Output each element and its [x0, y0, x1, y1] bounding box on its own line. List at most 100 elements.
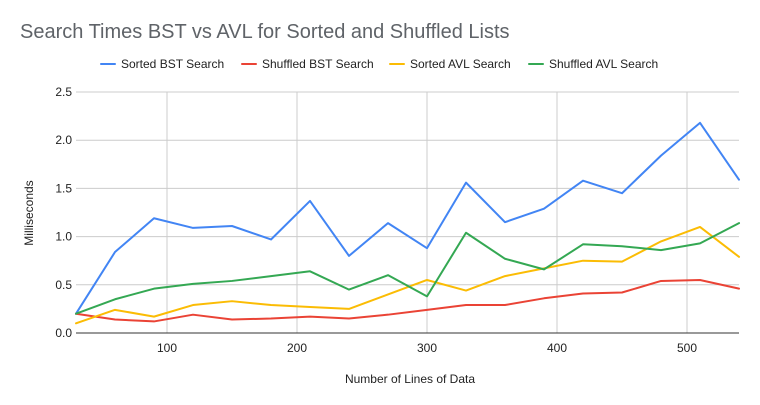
data-point-shuffled-bst[interactable]: [307, 314, 313, 320]
data-point-shuffled-avl[interactable]: [502, 256, 508, 262]
data-point-sorted-avl[interactable]: [424, 277, 430, 283]
data-point-sorted-avl[interactable]: [346, 306, 352, 312]
data-point-sorted-avl[interactable]: [385, 291, 391, 297]
data-point-shuffled-avl[interactable]: [268, 273, 274, 279]
y-tick-label: 2.0: [55, 133, 72, 147]
x-grid: [166, 92, 688, 333]
data-point-shuffled-avl[interactable]: [541, 266, 547, 272]
data-point-shuffled-bst[interactable]: [697, 277, 703, 283]
data-point-sorted-bst[interactable]: [541, 206, 547, 212]
data-point-shuffled-avl[interactable]: [580, 241, 586, 247]
chart-title: Search Times BST vs AVL for Sorted and S…: [20, 21, 510, 43]
data-point-sorted-bst[interactable]: [697, 120, 703, 126]
data-point-sorted-avl[interactable]: [151, 314, 157, 320]
data-point-sorted-avl[interactable]: [268, 302, 274, 308]
data-point-shuffled-avl[interactable]: [346, 287, 352, 293]
legend: Sorted BST Search Shuffled BST Search So…: [100, 57, 658, 71]
data-point-sorted-bst[interactable]: [580, 178, 586, 184]
data-point-sorted-bst[interactable]: [619, 190, 625, 196]
x-tick-label: 400: [547, 341, 567, 355]
series-lines: [73, 120, 742, 326]
y-tick-label: 1.0: [55, 230, 72, 244]
data-point-shuffled-bst[interactable]: [268, 316, 274, 322]
y-tick-label: 0.0: [55, 326, 72, 340]
data-point-shuffled-bst[interactable]: [463, 302, 469, 308]
data-point-shuffled-bst[interactable]: [580, 290, 586, 296]
data-point-sorted-bst[interactable]: [307, 198, 313, 204]
data-point-shuffled-avl[interactable]: [151, 286, 157, 292]
data-point-sorted-bst[interactable]: [190, 225, 196, 231]
legend-item-shuffled-bst[interactable]: Shuffled BST Search: [241, 57, 374, 71]
data-point-sorted-bst[interactable]: [658, 153, 664, 159]
data-point-shuffled-avl[interactable]: [229, 278, 235, 284]
data-point-sorted-avl[interactable]: [697, 224, 703, 230]
data-point-sorted-bst[interactable]: [502, 219, 508, 225]
data-point-shuffled-bst[interactable]: [658, 278, 664, 284]
data-point-shuffled-bst[interactable]: [112, 317, 118, 323]
x-tick-label: 500: [677, 341, 697, 355]
data-point-shuffled-bst[interactable]: [424, 307, 430, 313]
data-point-sorted-bst[interactable]: [385, 220, 391, 226]
data-point-shuffled-bst[interactable]: [541, 295, 547, 301]
data-point-shuffled-bst[interactable]: [385, 312, 391, 318]
legend-label-shuffled-bst: Shuffled BST Search: [262, 57, 374, 71]
data-point-sorted-bst[interactable]: [736, 177, 742, 183]
data-point-shuffled-avl[interactable]: [658, 247, 664, 253]
data-point-sorted-avl[interactable]: [736, 254, 742, 260]
x-tick-label: 200: [287, 341, 307, 355]
data-point-sorted-avl[interactable]: [619, 259, 625, 265]
data-point-sorted-bst[interactable]: [463, 180, 469, 186]
x-tick-label: 300: [417, 341, 437, 355]
x-axis-title: Number of Lines of Data: [345, 372, 475, 386]
data-point-sorted-bst[interactable]: [268, 236, 274, 242]
series-line-shuffled-avl: [75, 222, 740, 315]
legend-label-sorted-bst: Sorted BST Search: [121, 57, 224, 71]
data-point-shuffled-bst[interactable]: [736, 286, 742, 292]
data-point-sorted-bst[interactable]: [424, 245, 430, 251]
data-point-shuffled-bst[interactable]: [229, 317, 235, 323]
data-point-shuffled-bst[interactable]: [346, 316, 352, 322]
y-tick-label: 1.5: [55, 181, 72, 195]
data-point-shuffled-bst[interactable]: [502, 302, 508, 308]
data-point-sorted-avl[interactable]: [658, 238, 664, 244]
data-point-sorted-avl[interactable]: [73, 320, 79, 326]
data-point-shuffled-avl[interactable]: [463, 230, 469, 236]
data-point-sorted-avl[interactable]: [190, 302, 196, 308]
y-tick-labels: 0.0 0.5 1.0 1.5 2.0 2.5: [55, 85, 72, 340]
data-point-shuffled-avl[interactable]: [619, 243, 625, 249]
data-point-sorted-avl[interactable]: [112, 307, 118, 313]
data-point-shuffled-avl[interactable]: [424, 293, 430, 299]
data-point-sorted-bst[interactable]: [112, 249, 118, 255]
data-point-sorted-bst[interactable]: [229, 223, 235, 229]
legend-item-sorted-bst[interactable]: Sorted BST Search: [100, 57, 224, 71]
data-point-sorted-bst[interactable]: [346, 253, 352, 259]
series-line-sorted-bst: [75, 121, 740, 315]
series-line-sorted-avl: [75, 225, 740, 325]
data-point-shuffled-avl[interactable]: [736, 220, 742, 226]
data-point-shuffled-avl[interactable]: [697, 240, 703, 246]
data-point-shuffled-bst[interactable]: [190, 312, 196, 318]
y-tick-label: 0.5: [55, 278, 72, 292]
y-grid: [76, 91, 739, 286]
data-point-sorted-avl[interactable]: [229, 298, 235, 304]
data-point-sorted-avl[interactable]: [502, 273, 508, 279]
data-point-sorted-avl[interactable]: [580, 258, 586, 264]
data-point-shuffled-avl[interactable]: [190, 281, 196, 287]
legend-item-shuffled-avl[interactable]: Shuffled AVL Search: [528, 57, 658, 71]
data-point-shuffled-bst[interactable]: [619, 290, 625, 296]
legend-label-shuffled-avl: Shuffled AVL Search: [549, 57, 658, 71]
data-point-shuffled-avl[interactable]: [73, 311, 79, 317]
data-point-sorted-avl[interactable]: [463, 288, 469, 294]
data-point-shuffled-avl[interactable]: [385, 272, 391, 278]
x-tick-labels: 100 200 300 400 500: [157, 341, 697, 355]
legend-item-sorted-avl[interactable]: Sorted AVL Search: [389, 57, 511, 71]
x-tick-label: 100: [157, 341, 177, 355]
data-point-shuffled-avl[interactable]: [112, 296, 118, 302]
data-point-sorted-bst[interactable]: [151, 215, 157, 221]
data-point-sorted-avl[interactable]: [307, 304, 313, 310]
data-point-shuffled-avl[interactable]: [307, 268, 313, 274]
y-axis-title: Milliseconds: [22, 180, 36, 245]
y-tick-label: 2.5: [55, 85, 72, 99]
